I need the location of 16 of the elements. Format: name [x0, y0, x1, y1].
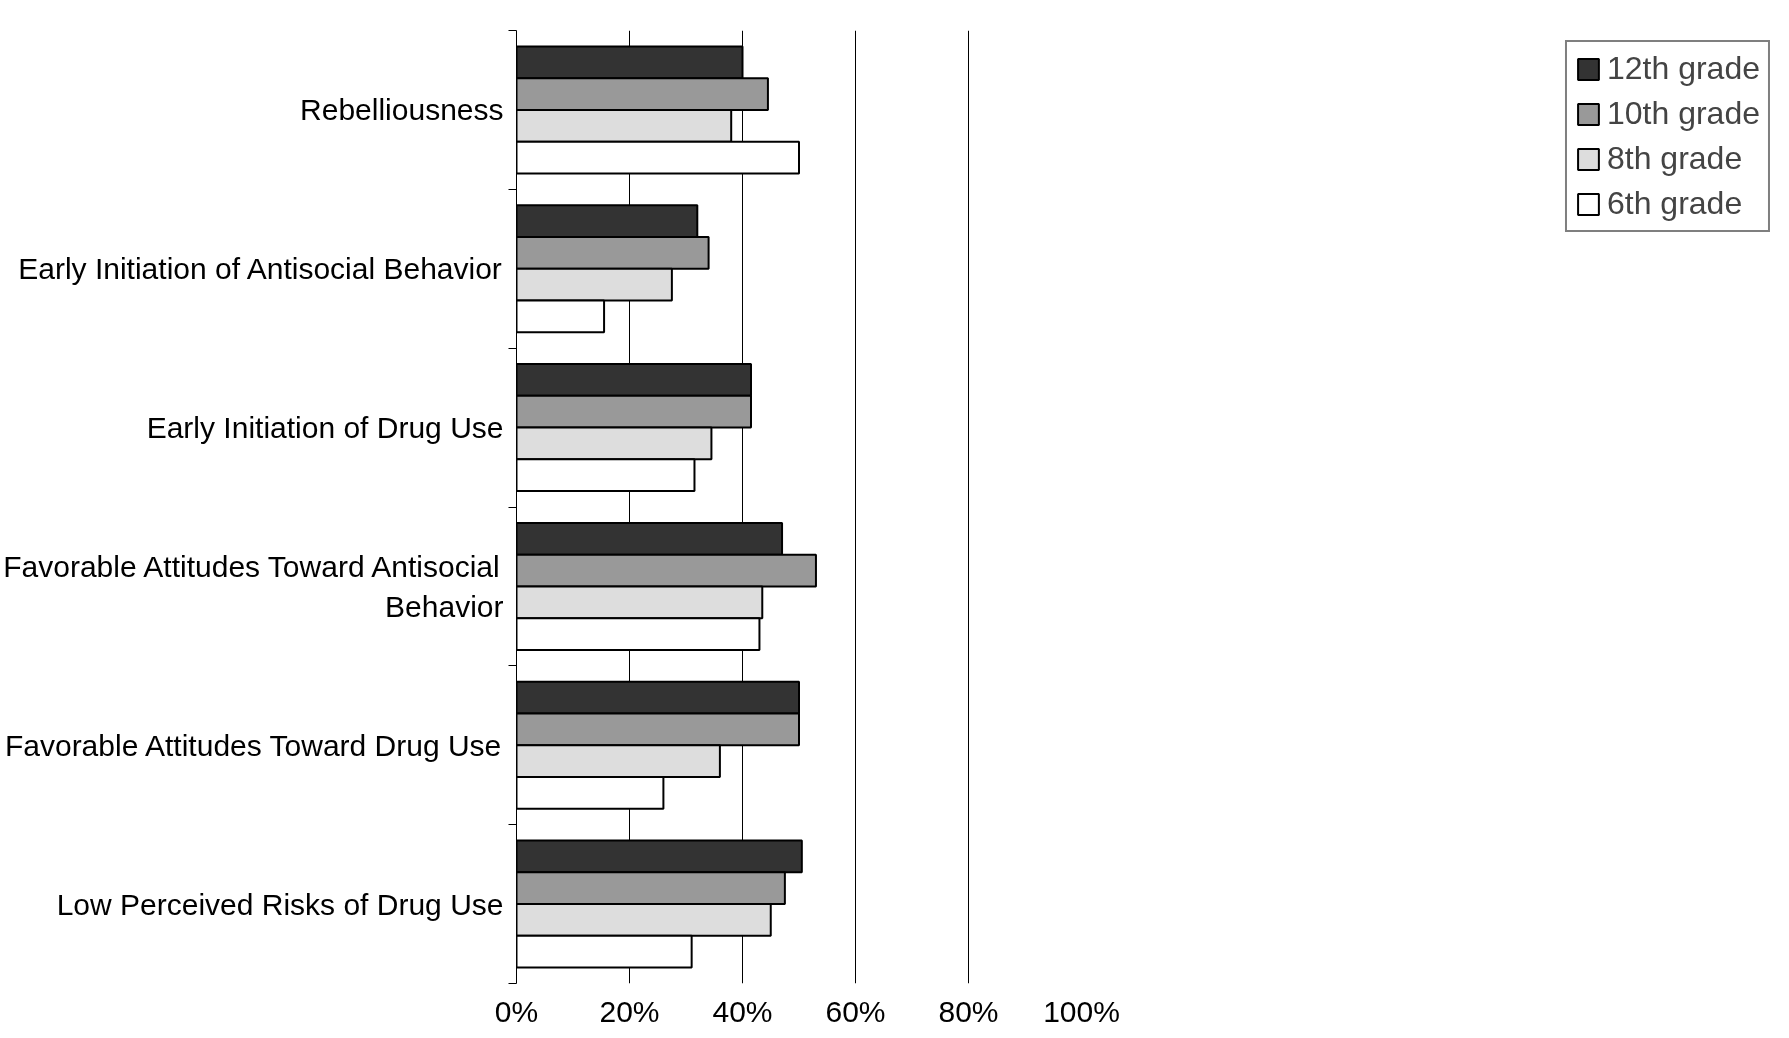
y-tick-label: Early Initiation of Drug Use	[146, 411, 504, 445]
x-tick-label: 40%	[712, 994, 773, 1028]
x-tick-label: 100%	[1043, 994, 1120, 1028]
y-tick-label: Favorable Attitudes Toward Antisocial Behavior	[3, 550, 504, 623]
x-tick-label: 80%	[938, 994, 999, 1028]
legend-label: 10th grade	[1606, 95, 1760, 132]
legend-label: 6th grade	[1606, 185, 1743, 222]
x-tick-label: 60%	[825, 994, 886, 1028]
y-tick-label: Rebelliousness	[300, 93, 504, 127]
x-tick-label: 0%	[494, 994, 539, 1028]
y-tick-label: Low Perceived Risks of Drug Use	[56, 887, 504, 921]
y-tick-label: Favorable Attitudes Toward Drug Use	[4, 728, 502, 762]
legend-label: 8th grade	[1606, 140, 1743, 177]
legend-label: 12th grade	[1606, 50, 1760, 87]
y-tick-label: Early Initiation of Antisocial Behavior	[18, 252, 502, 286]
x-tick-label: 20%	[599, 994, 660, 1028]
